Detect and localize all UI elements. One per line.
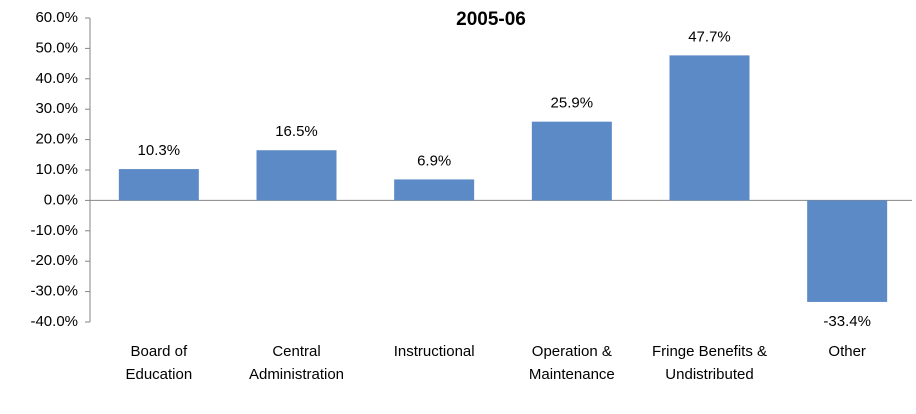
x-tick-label: Fringe Benefits & Undistributed bbox=[652, 343, 767, 383]
chart-title: 2005-06 bbox=[456, 9, 526, 30]
value-label: 6.9% bbox=[417, 152, 451, 169]
value-label: 47.7% bbox=[688, 28, 731, 45]
x-tick-label: Operation & Maintenance bbox=[529, 343, 615, 383]
y-tick-label: 50.0% bbox=[35, 39, 78, 56]
value-label: 16.5% bbox=[275, 123, 318, 140]
bar bbox=[531, 121, 612, 201]
y-tick-label: 20.0% bbox=[35, 131, 78, 148]
y-tick-label: -10.0% bbox=[30, 222, 78, 239]
bar bbox=[256, 150, 337, 201]
y-tick-label: 60.0% bbox=[35, 9, 78, 26]
y-tick-label: -30.0% bbox=[30, 283, 78, 300]
value-label: 25.9% bbox=[551, 95, 594, 112]
x-tick-label: Instructional bbox=[394, 343, 475, 360]
x-tick-label: Board of Education bbox=[125, 343, 192, 383]
x-tick-label: Other bbox=[828, 343, 866, 360]
y-tick-label: 0.0% bbox=[44, 191, 78, 208]
bar bbox=[394, 179, 475, 201]
y-tick-label: -20.0% bbox=[30, 252, 78, 269]
value-label: -33.4% bbox=[823, 313, 871, 330]
bar bbox=[807, 200, 888, 302]
y-tick-label: 30.0% bbox=[35, 100, 78, 117]
y-tick-label: 10.0% bbox=[35, 161, 78, 178]
y-tick-label: -40.0% bbox=[30, 313, 78, 330]
bar bbox=[669, 55, 750, 201]
value-label: 10.3% bbox=[138, 142, 181, 159]
x-tick-label: Central Administration bbox=[249, 343, 344, 383]
y-tick-label: 40.0% bbox=[35, 70, 78, 87]
bar bbox=[118, 169, 199, 201]
